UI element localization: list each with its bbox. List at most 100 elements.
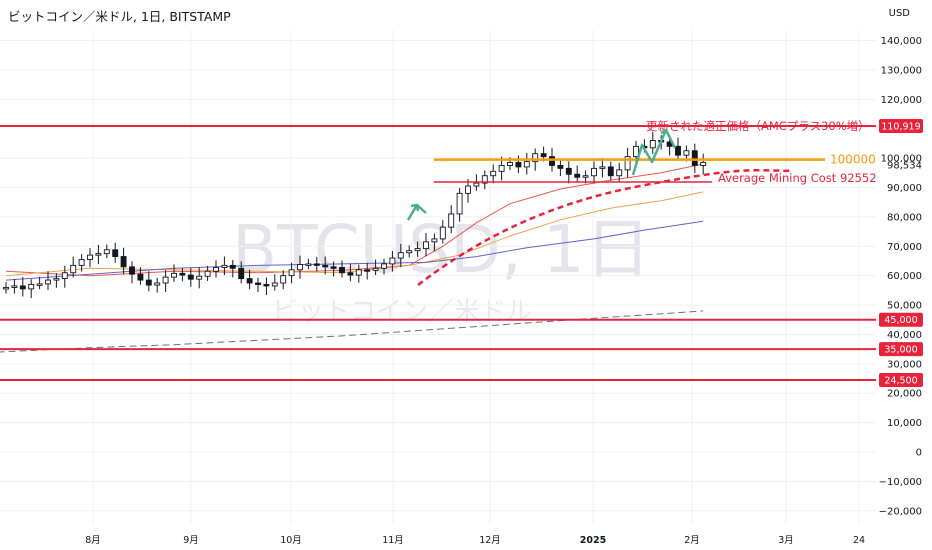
candle-body bbox=[213, 266, 219, 272]
candle-body bbox=[263, 284, 270, 287]
candle-body bbox=[675, 145, 681, 156]
candle-body bbox=[389, 257, 396, 265]
chart-title: ビットコイン／米ドル, 1日, BITSTAMP bbox=[8, 9, 231, 24]
x-tick-label: 24 bbox=[853, 535, 865, 546]
candle-body bbox=[549, 156, 555, 166]
candle-body bbox=[624, 156, 631, 171]
candle-body bbox=[473, 182, 480, 187]
orange-level-label: 100000 bbox=[830, 153, 876, 167]
candle-body bbox=[280, 275, 287, 284]
candle-body bbox=[305, 263, 312, 266]
y-tick-label: 80,000 bbox=[887, 212, 922, 223]
y-tick-label: 60,000 bbox=[887, 271, 922, 282]
x-tick-label: 12月 bbox=[479, 535, 501, 546]
candle-body bbox=[129, 266, 135, 275]
candle-body bbox=[36, 283, 43, 286]
candle-body bbox=[61, 272, 68, 280]
y-tick-label: 100,000 bbox=[881, 154, 922, 165]
up-arrow-drawing[interactable] bbox=[406, 203, 427, 221]
candle-body bbox=[557, 164, 564, 169]
candle-body bbox=[103, 249, 110, 255]
candle-body bbox=[162, 276, 169, 284]
candle-body bbox=[465, 185, 471, 194]
candle-body bbox=[381, 263, 387, 269]
candle-body bbox=[582, 175, 589, 178]
candle-body bbox=[28, 284, 35, 290]
candle-body bbox=[221, 264, 228, 268]
candle-body bbox=[145, 279, 152, 286]
candle-body bbox=[45, 279, 51, 285]
candle-body bbox=[154, 282, 161, 286]
candle-body bbox=[112, 249, 119, 258]
candle-body bbox=[322, 264, 329, 268]
candle-body bbox=[523, 161, 530, 168]
candle-body bbox=[448, 213, 455, 228]
y-tick-label: 40,000 bbox=[887, 330, 922, 341]
candle-body bbox=[599, 166, 606, 169]
candle-body bbox=[120, 256, 127, 268]
y-tick-label: 70,000 bbox=[887, 242, 922, 253]
currency-label: USD bbox=[888, 8, 910, 19]
candle-body bbox=[19, 285, 26, 290]
candle-body bbox=[431, 238, 438, 243]
price-badge-text: 110,919 bbox=[881, 122, 920, 133]
price-badge-text: 35,000 bbox=[884, 345, 917, 356]
candle-body bbox=[70, 264, 77, 274]
candle-body bbox=[691, 150, 698, 166]
candle-body bbox=[246, 278, 253, 284]
candle-body bbox=[574, 173, 581, 178]
candle-body bbox=[515, 162, 522, 168]
candle-body bbox=[196, 275, 203, 280]
candle-body bbox=[330, 266, 337, 269]
candle-body bbox=[255, 282, 261, 285]
candle-body bbox=[297, 264, 303, 271]
candle-body bbox=[498, 164, 505, 172]
fair-price-annotation: 更新された適正価格（AMCプラス30%増） bbox=[646, 119, 870, 133]
candle-body bbox=[313, 263, 320, 266]
candle-body bbox=[397, 252, 404, 259]
candle-body bbox=[229, 264, 236, 269]
y-tick-label: 90,000 bbox=[887, 183, 922, 194]
candle-body bbox=[540, 153, 547, 158]
y-tick-label: 0 bbox=[916, 448, 922, 459]
x-tick-label: 11月 bbox=[382, 535, 404, 546]
price-badge bbox=[879, 312, 923, 327]
candle-body bbox=[456, 192, 463, 215]
candle-body bbox=[171, 272, 177, 278]
y-tick-label: 140,000 bbox=[881, 36, 922, 47]
x-tick-label: 2月 bbox=[684, 535, 700, 546]
candle-body bbox=[3, 286, 9, 290]
x-tick-label: 9月 bbox=[183, 535, 199, 546]
mining-cost-annotation: Average Mining Cost 92552 bbox=[718, 171, 877, 185]
watermark-symbol: BTCUSD, 1日 bbox=[232, 211, 651, 288]
candle-body bbox=[53, 278, 60, 281]
moving-average-line bbox=[0, 310, 704, 353]
y-tick-label: −20,000 bbox=[879, 506, 922, 517]
candle-body bbox=[607, 166, 614, 177]
price-badge bbox=[879, 372, 923, 387]
y-tick-label: 20,000 bbox=[887, 389, 922, 400]
y-tick-label: 120,000 bbox=[881, 95, 922, 106]
candle-body bbox=[423, 241, 429, 250]
candle-body bbox=[347, 272, 354, 276]
candle-body bbox=[532, 153, 539, 163]
candle-body bbox=[700, 161, 707, 166]
candle-body bbox=[439, 226, 446, 240]
candle-body bbox=[414, 248, 421, 252]
y-tick-label: 30,000 bbox=[887, 359, 922, 370]
x-tick-label: 8月 bbox=[85, 535, 101, 546]
candle-body bbox=[616, 169, 623, 177]
x-tick-label: 10月 bbox=[280, 535, 302, 546]
y-tick-label: −10,000 bbox=[879, 477, 922, 488]
candle-body bbox=[364, 269, 371, 272]
candle-body bbox=[372, 267, 379, 271]
zigzag-arrow-drawing[interactable] bbox=[631, 128, 677, 176]
candle-body bbox=[507, 162, 513, 166]
candle-body bbox=[179, 272, 186, 276]
candle-body bbox=[288, 269, 295, 277]
x-tick-label: 3月 bbox=[778, 535, 794, 546]
price-badge bbox=[879, 119, 923, 134]
amc-curve[interactable] bbox=[417, 168, 793, 286]
candle-body bbox=[633, 145, 639, 158]
